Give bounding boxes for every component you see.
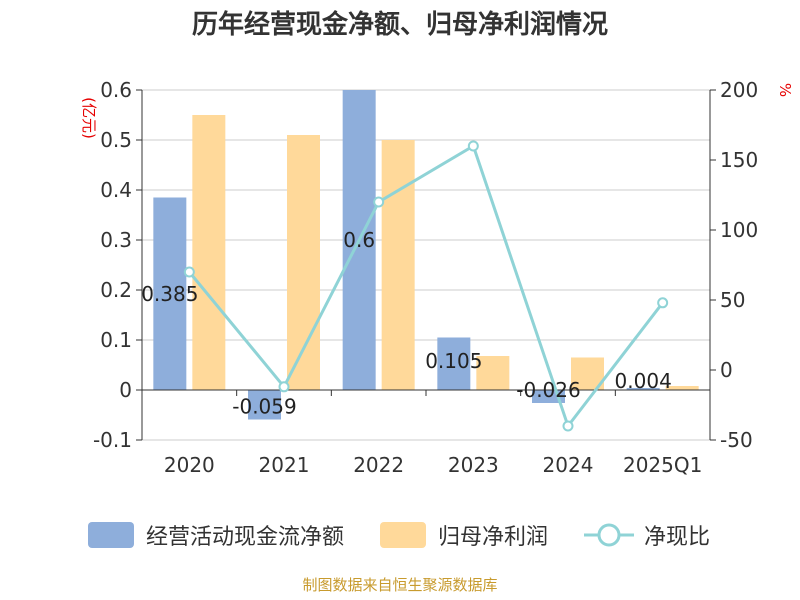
- bar-cashflow: [437, 337, 471, 390]
- bar-profit: [665, 386, 699, 390]
- left-tick-label: 0.1: [100, 328, 132, 352]
- bars: [153, 90, 699, 420]
- x-tick-label: 2021: [259, 453, 310, 477]
- cashflow-data-label: -0.026: [516, 378, 580, 402]
- legend: 经营活动现金流净额 归母净利润 净现比: [88, 522, 710, 550]
- ratio-line: [183, 140, 669, 432]
- x-tick-label: 2022: [353, 453, 404, 477]
- cashflow-data-label: 0.6: [343, 228, 375, 252]
- ratio-point: [278, 381, 290, 393]
- right-axis-unit: %: [776, 83, 794, 97]
- tick-labels: 0.6 0.5 0.4 0.3 0.2 0.1 0 -0.1 200 150 100 50 0 -50 20…: [93, 78, 758, 477]
- cashflow-data-label: 0.385: [141, 282, 198, 306]
- left-tick-label: 0.2: [100, 278, 132, 302]
- x-tick-label: 2020: [164, 453, 215, 477]
- cashflow-data-label: 0.004: [615, 369, 672, 393]
- bar-profit: [192, 115, 226, 390]
- right-tick-label: 100: [720, 218, 758, 242]
- x-tick-label: 2025Q1: [623, 453, 702, 477]
- legend-label-profit: 归母净利润: [438, 525, 548, 550]
- x-tick-label: 2024: [543, 453, 594, 477]
- legend-swatch-cashflow: [88, 522, 134, 548]
- left-tick-label: 0.5: [100, 128, 132, 152]
- bar-cashflow: [153, 197, 187, 390]
- right-tick-label: -50: [720, 428, 753, 452]
- ratio-point: [657, 297, 669, 309]
- cashflow-data-label: 0.105: [425, 349, 482, 373]
- legend-label-ratio: 净现比: [644, 525, 710, 550]
- left-tick-label: 0.4: [100, 178, 132, 202]
- ratio-point: [467, 140, 479, 152]
- bar-cashflow: [626, 388, 660, 390]
- ratio-point: [183, 266, 195, 278]
- right-tick-label: 0: [720, 358, 733, 382]
- x-tick-label: 2023: [448, 453, 499, 477]
- right-tick-label: 50: [720, 288, 745, 312]
- ratio-line-path: [188, 143, 664, 430]
- left-tick-label: 0.3: [100, 228, 132, 252]
- left-tick-label: 0: [119, 378, 132, 402]
- left-tick-label: -0.1: [93, 428, 132, 452]
- ratio-point: [373, 196, 385, 208]
- bar-cashflow: [248, 390, 281, 420]
- bar-profit: [381, 140, 415, 390]
- left-tick-label: 0.6: [100, 78, 132, 102]
- right-tick-label: 200: [720, 78, 758, 102]
- chart-title: 历年经营现金净额、归母净利润情况: [192, 9, 608, 40]
- legend-swatch-ratio-marker: [597, 523, 621, 547]
- left-axis-unit: (亿元): [80, 97, 98, 139]
- cashflow-data-label: -0.059: [232, 395, 296, 419]
- data-labels: 0.385 -0.059 0.6 0.105 -0.026 0.004: [141, 228, 672, 419]
- right-tick-label: 150: [720, 148, 758, 172]
- axes: [136, 89, 716, 441]
- bar-profit: [476, 356, 510, 390]
- source-note: 制图数据来自恒生聚源数据库: [302, 576, 497, 594]
- legend-swatch-profit: [380, 522, 426, 548]
- ratio-point: [562, 420, 574, 432]
- legend-label-cashflow: 经营活动现金流净额: [146, 525, 344, 550]
